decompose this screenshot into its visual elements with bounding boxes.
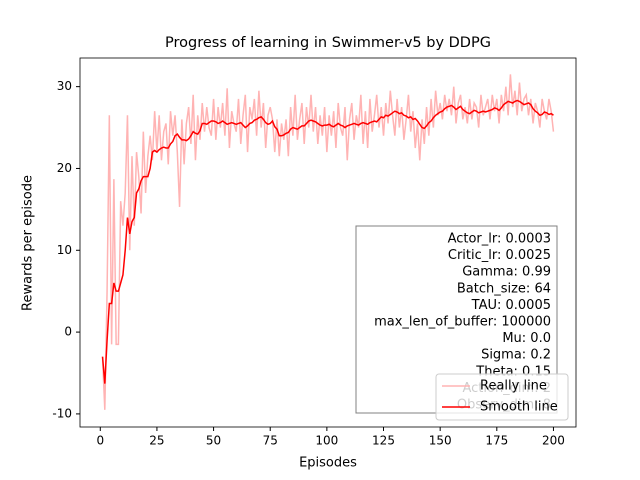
plot-frame — [79, 57, 577, 428]
series-line — [101, 99, 554, 384]
annotation-text: Mu: 0.0 — [502, 331, 551, 346]
y-tick-label: 10 — [57, 243, 72, 257]
legend-label: Really line — [480, 379, 547, 394]
annotation-text: max_len_of_buffer: 100000 — [374, 315, 551, 330]
chart-title: Progress of learning in Swimmer-v5 by DD… — [165, 35, 491, 51]
series-line — [101, 74, 555, 410]
x-tick-label: 150 — [429, 434, 452, 448]
x-tick-label: 75 — [263, 434, 278, 448]
x-tick-label: 25 — [149, 434, 164, 448]
annotation-text: Batch_size: 64 — [457, 281, 551, 296]
legend-label: Smooth line — [480, 400, 558, 415]
y-tick-label: 0 — [64, 325, 72, 339]
annotation-text: Sigma: 0.2 — [481, 348, 551, 363]
annotation-text: Critic_lr: 0.0025 — [448, 248, 551, 263]
y-tick-label: 30 — [57, 79, 72, 93]
annotation-text: Gamma: 0.99 — [462, 265, 551, 280]
annotation-text: Actor_lr: 0.0003 — [448, 232, 551, 247]
x-tick-label: 50 — [206, 434, 221, 448]
y-axis-label: Rewards per episode — [21, 175, 36, 311]
x-tick-label: 125 — [372, 434, 395, 448]
annotation-text: TAU: 0.0005 — [471, 298, 551, 313]
x-tick-label: 0 — [96, 434, 104, 448]
x-tick-label: 100 — [315, 434, 338, 448]
y-tick-label: 20 — [57, 161, 72, 175]
x-tick-label: 175 — [485, 434, 508, 448]
y-tick-label: -10 — [52, 406, 72, 420]
x-tick-label: 200 — [542, 434, 565, 448]
x-axis-label: Episodes — [299, 456, 357, 471]
